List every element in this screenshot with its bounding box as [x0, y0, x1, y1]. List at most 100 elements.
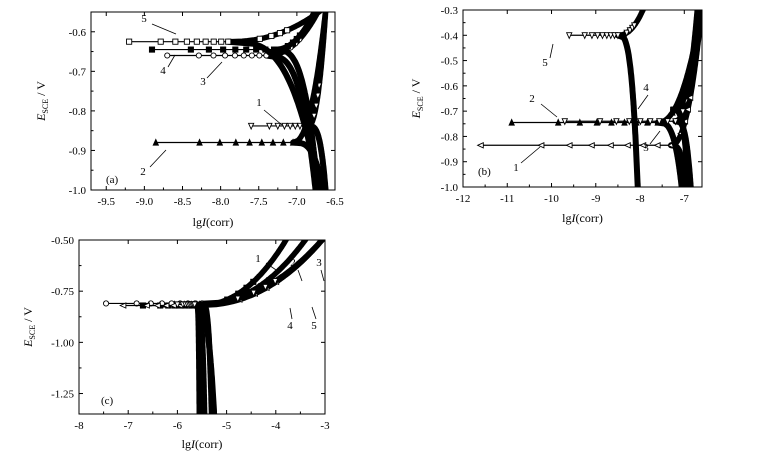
series-5-marker	[594, 32, 601, 40]
series-2-marker	[644, 118, 651, 126]
series-1-marker	[638, 141, 647, 149]
x-tick-label: -6	[173, 420, 183, 432]
series-5-marker	[276, 30, 284, 37]
annotation-leader-line	[297, 269, 303, 282]
series-5-marker	[623, 29, 630, 37]
annotation-leader-line	[206, 61, 223, 79]
series-5-marker	[225, 38, 232, 45]
y-tick-label: -1.00	[51, 337, 74, 349]
annotation-label: 4	[643, 82, 649, 94]
annotation-label: 1	[255, 253, 261, 265]
series-5-marker	[256, 35, 263, 42]
series-4-marker	[187, 46, 194, 53]
annotation-leader-line	[637, 94, 649, 110]
series-3-marker	[596, 118, 604, 126]
series-5-cathodic-branch	[614, 32, 641, 187]
series-4-marker	[687, 71, 695, 78]
series-4-marker	[205, 46, 212, 53]
annotation-label: 2	[529, 93, 535, 105]
annotation-label: 2	[140, 166, 146, 178]
series-4-marker	[243, 46, 250, 53]
chart-panel-1: -9.5 -9.0 -8.5 -8.0 -7.5 -7.0 -6.5 -1.0 -0.9 -0.8…	[34, 11, 344, 229]
series-5-marker	[268, 32, 275, 40]
x-tick-label: -8.5	[174, 196, 192, 208]
y-tick-label: -0.9	[69, 145, 87, 157]
annotation-leader-line	[167, 54, 176, 68]
series-5-cathodic-branch	[191, 301, 218, 414]
y-axis-label: ESCE / V	[409, 78, 425, 119]
annotation-label: 4	[160, 65, 166, 77]
y-tick-label: -0.6	[441, 81, 459, 93]
y-tick-label: -0.6	[69, 27, 87, 39]
series-1-marker	[310, 112, 318, 121]
y-tick-label: -1.0	[441, 182, 459, 194]
series-3-marker	[231, 52, 239, 59]
series-2-marker	[289, 138, 297, 146]
x-tick-label: -9	[591, 193, 601, 205]
series-3-marker	[664, 118, 671, 126]
x-axis-label: lgI(corr)	[193, 215, 234, 229]
x-tick-label: -6.5	[326, 196, 344, 208]
y-axis-label: ESCE / V	[21, 307, 37, 348]
x-tick-label: -9.0	[136, 196, 154, 208]
series-1-marker	[476, 141, 484, 149]
y-tick-label: -0.7	[441, 106, 459, 118]
series-2-marker	[280, 138, 287, 146]
series-4-marker	[162, 302, 170, 309]
y-tick-label: -1.25	[51, 389, 74, 401]
plot-frame	[90, 11, 336, 191]
series-4-cathodic-branch	[670, 106, 692, 187]
series-1-marker	[587, 141, 595, 149]
series-4-marker	[232, 46, 239, 53]
y-axis-label: ESCE / V	[34, 81, 50, 122]
x-tick-label: -12	[456, 193, 471, 205]
series-2-marker	[508, 118, 515, 126]
series-3-marker	[561, 118, 569, 126]
series-2-marker	[593, 118, 601, 126]
annotation-label: 3	[643, 142, 649, 154]
series-1-marker	[314, 92, 322, 100]
series-4-marker	[670, 106, 677, 113]
series-2-marker	[310, 92, 317, 100]
annotation-label: 2	[290, 257, 296, 269]
annotation-leader-line	[520, 146, 541, 164]
plot-area	[476, 10, 702, 187]
y-tick-label: -0.3	[441, 5, 459, 17]
series-5-marker	[603, 32, 611, 40]
series-5-marker	[174, 301, 181, 309]
y-tick-label: -0.50	[51, 235, 74, 247]
annotation-leader-line	[320, 269, 325, 282]
x-axis-label: lgI(corr)	[182, 437, 223, 451]
series-2-cathodic-branch	[654, 119, 685, 187]
series-5-marker	[234, 295, 242, 303]
series-4-marker	[685, 80, 692, 87]
series-5-marker	[157, 38, 164, 45]
series-1-marker	[286, 122, 294, 131]
series-1-marker	[250, 278, 257, 285]
series-5-marker	[262, 283, 269, 292]
annotation-leader-line	[649, 130, 661, 145]
series-2-marker	[576, 118, 584, 126]
series-3-marker	[164, 52, 171, 59]
series-2-marker	[246, 138, 253, 146]
annotation-label: 4	[287, 320, 293, 332]
y-tick-label: -0.4	[441, 30, 459, 42]
series-1-marker	[606, 141, 614, 149]
x-tick-label: -3	[320, 420, 330, 432]
series-5-marker	[581, 32, 589, 40]
x-tick-label: -10	[544, 193, 559, 205]
series-1-marker	[685, 94, 694, 101]
series-5-marker	[172, 38, 179, 45]
annotation-leader-line	[151, 23, 177, 35]
series-1-marker	[683, 106, 691, 113]
panel-label: (c)	[101, 395, 114, 407]
annotation-label: 5	[542, 57, 548, 69]
series-5-marker	[191, 301, 198, 309]
series-5-marker	[614, 32, 622, 40]
series-3-marker	[103, 300, 110, 307]
series-3-marker	[655, 118, 663, 126]
series-4-marker	[148, 46, 156, 53]
series-1-marker	[281, 122, 288, 131]
